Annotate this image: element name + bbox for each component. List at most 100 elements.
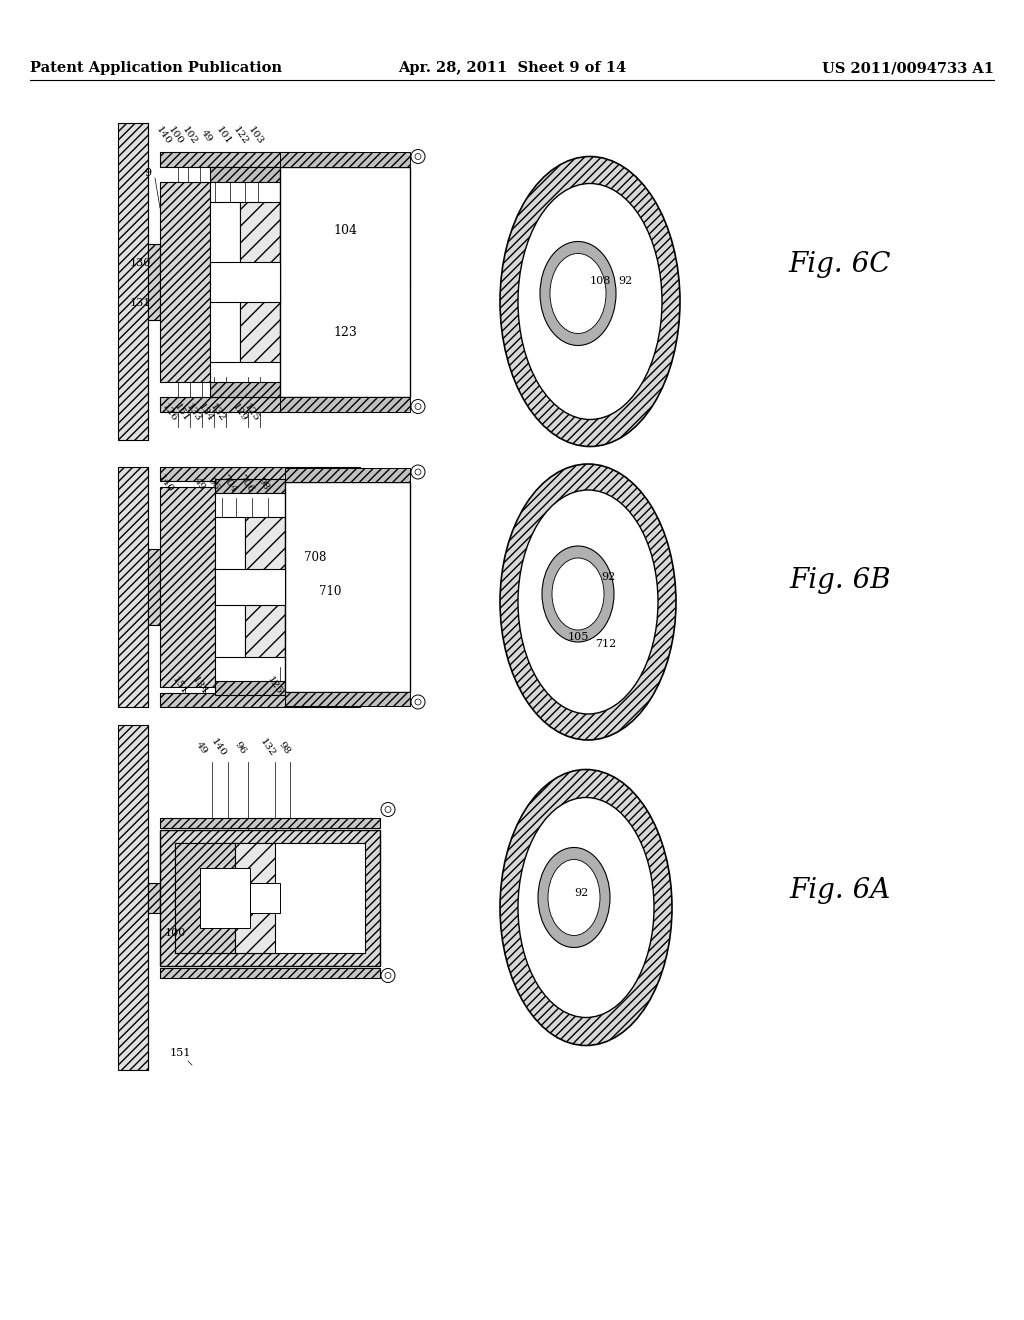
Text: 100: 100: [164, 928, 185, 937]
Circle shape: [411, 400, 425, 413]
Text: 706: 706: [237, 474, 255, 495]
Bar: [210, 166, 319, 181]
Bar: [215, 569, 285, 605]
Text: 151: 151: [169, 1048, 190, 1059]
Bar: [118, 123, 148, 440]
Bar: [280, 152, 410, 166]
Bar: [160, 152, 360, 166]
Text: 151: 151: [173, 403, 191, 424]
Text: 130: 130: [129, 259, 151, 268]
Text: 92: 92: [601, 572, 615, 582]
Text: 126: 126: [161, 403, 179, 424]
Bar: [234, 842, 275, 953]
Text: 140: 140: [210, 738, 228, 759]
Bar: [160, 487, 215, 686]
Circle shape: [415, 404, 421, 409]
Text: 134: 134: [197, 403, 215, 424]
Text: 105: 105: [567, 632, 589, 642]
Text: 132: 132: [209, 403, 227, 424]
Bar: [285, 469, 410, 482]
Text: 9: 9: [144, 168, 152, 178]
Text: 92: 92: [617, 276, 632, 286]
Bar: [160, 467, 360, 480]
Bar: [175, 842, 234, 953]
Text: 102: 102: [180, 125, 200, 147]
Bar: [118, 725, 148, 1071]
Bar: [148, 549, 160, 624]
Circle shape: [411, 696, 425, 709]
Text: 100: 100: [167, 125, 185, 147]
Bar: [160, 968, 380, 978]
Text: 151: 151: [171, 676, 189, 697]
Bar: [280, 396, 410, 412]
Bar: [175, 842, 365, 953]
Circle shape: [411, 149, 425, 164]
Bar: [210, 202, 240, 362]
Bar: [160, 396, 360, 412]
Circle shape: [411, 465, 425, 479]
Text: 104: 104: [333, 224, 357, 238]
Text: 92: 92: [573, 887, 588, 898]
Circle shape: [415, 700, 421, 705]
Text: 134: 134: [190, 676, 209, 697]
Text: US 2011/0094733 A1: US 2011/0094733 A1: [822, 61, 994, 75]
Bar: [245, 517, 285, 657]
Text: 123: 123: [333, 326, 357, 339]
Ellipse shape: [542, 546, 614, 642]
Ellipse shape: [518, 490, 658, 714]
Bar: [210, 261, 280, 301]
Text: Fig. 6B: Fig. 6B: [790, 566, 891, 594]
Text: Fig. 6C: Fig. 6C: [788, 252, 891, 279]
Text: 49: 49: [195, 741, 210, 756]
Text: Fig. 6A: Fig. 6A: [790, 876, 891, 903]
Bar: [160, 181, 210, 381]
Bar: [215, 479, 325, 492]
Ellipse shape: [500, 770, 672, 1045]
Text: 49: 49: [193, 477, 207, 492]
Circle shape: [381, 969, 395, 982]
Ellipse shape: [540, 242, 616, 346]
Text: 98: 98: [276, 741, 292, 756]
Text: 133: 133: [184, 403, 204, 424]
Text: 96: 96: [206, 477, 220, 492]
Text: 140: 140: [155, 125, 173, 147]
Ellipse shape: [538, 847, 610, 948]
Bar: [160, 817, 380, 828]
Circle shape: [385, 973, 391, 978]
Text: 129: 129: [230, 403, 250, 424]
Bar: [160, 693, 360, 708]
Bar: [215, 517, 245, 657]
Circle shape: [381, 803, 395, 817]
Text: 712: 712: [595, 639, 616, 649]
Ellipse shape: [550, 253, 606, 334]
Text: 132: 132: [259, 738, 278, 759]
Ellipse shape: [518, 797, 654, 1018]
Text: 103: 103: [247, 125, 265, 147]
Bar: [200, 867, 250, 928]
Text: 704: 704: [219, 474, 238, 495]
Ellipse shape: [500, 157, 680, 446]
Text: 140: 140: [157, 474, 175, 495]
Text: 122: 122: [231, 125, 251, 147]
Text: 125: 125: [243, 403, 261, 424]
Ellipse shape: [552, 558, 604, 630]
Circle shape: [415, 469, 421, 475]
Text: 49: 49: [200, 128, 214, 144]
Text: 98: 98: [256, 477, 271, 492]
Bar: [160, 829, 380, 965]
Bar: [250, 883, 280, 912]
Bar: [280, 166, 410, 396]
Bar: [118, 467, 148, 708]
Ellipse shape: [548, 859, 600, 936]
Bar: [285, 692, 410, 706]
Text: Patent Application Publication: Patent Application Publication: [30, 61, 282, 75]
Ellipse shape: [500, 465, 676, 741]
Text: 125: 125: [265, 676, 285, 697]
Text: 710: 710: [318, 585, 341, 598]
Text: 101: 101: [215, 125, 233, 147]
Bar: [240, 202, 280, 362]
Bar: [210, 381, 319, 396]
Circle shape: [385, 807, 391, 813]
Circle shape: [415, 153, 421, 160]
Text: Apr. 28, 2011  Sheet 9 of 14: Apr. 28, 2011 Sheet 9 of 14: [398, 61, 626, 75]
